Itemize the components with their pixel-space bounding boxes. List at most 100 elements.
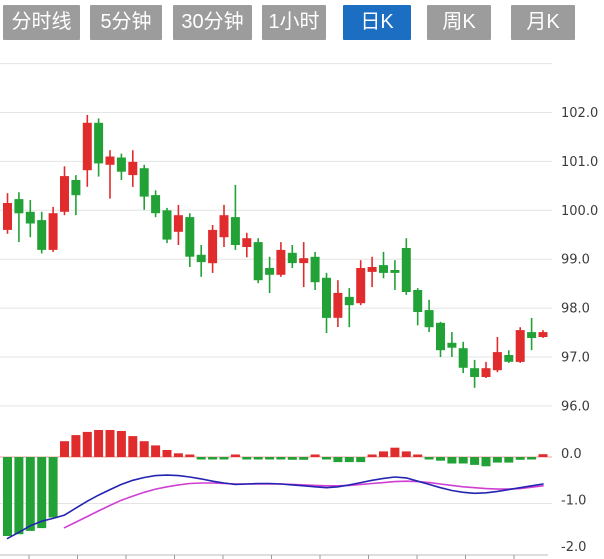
macd-bar bbox=[504, 457, 514, 463]
macd-bar bbox=[287, 457, 297, 460]
candle-body bbox=[14, 199, 24, 214]
candle bbox=[116, 153, 126, 180]
macd-bar bbox=[230, 454, 240, 457]
candle bbox=[276, 242, 286, 277]
candle-body bbox=[527, 332, 537, 338]
candle-body bbox=[37, 220, 47, 250]
macd-bar bbox=[436, 457, 445, 461]
candle-wick bbox=[109, 150, 111, 199]
candle bbox=[151, 190, 161, 218]
candle-body bbox=[470, 368, 480, 377]
candle bbox=[390, 260, 400, 290]
macd-bar bbox=[173, 453, 183, 457]
candle bbox=[94, 118, 104, 177]
candle bbox=[173, 204, 183, 245]
price-axis-label: 100.0 bbox=[561, 204, 598, 219]
candle-body bbox=[48, 213, 58, 250]
candle bbox=[470, 359, 480, 388]
tab-daily-k[interactable]: 日K bbox=[343, 5, 411, 40]
price-axis-label: 96.0 bbox=[561, 399, 590, 414]
candle-body bbox=[60, 176, 69, 212]
candle-body bbox=[492, 352, 502, 371]
candle-body bbox=[481, 368, 491, 377]
candle-wick bbox=[394, 260, 396, 290]
candle bbox=[356, 260, 366, 306]
candle bbox=[196, 245, 206, 277]
candle-body bbox=[299, 258, 309, 264]
price-axis-label: 98.0 bbox=[561, 302, 590, 317]
macd-bar bbox=[344, 457, 354, 463]
candle-body bbox=[105, 156, 115, 165]
candle-body bbox=[208, 229, 218, 264]
candle-body bbox=[173, 215, 183, 232]
candle bbox=[458, 341, 468, 374]
candle-body bbox=[310, 256, 320, 283]
candle-body bbox=[94, 122, 104, 164]
tab-monthly-k[interactable]: 月K bbox=[511, 5, 575, 40]
macd-bar bbox=[538, 454, 548, 457]
macd-bar bbox=[299, 457, 309, 460]
price-axis-label: 102.0 bbox=[561, 106, 598, 121]
macd-bar bbox=[367, 454, 377, 457]
macd-bar bbox=[356, 457, 366, 463]
candle bbox=[299, 242, 309, 288]
tab-5min[interactable]: 5分钟 bbox=[90, 5, 162, 40]
macd-bar bbox=[196, 457, 206, 460]
candle-body bbox=[287, 252, 297, 264]
tab-timeshare[interactable]: 分时线 bbox=[3, 5, 80, 40]
tab-1hour[interactable]: 1小时 bbox=[262, 5, 326, 40]
candle-body bbox=[196, 254, 206, 263]
macd-bar bbox=[481, 457, 491, 467]
macd-bar bbox=[424, 457, 434, 460]
macd-bar bbox=[71, 435, 81, 457]
candle bbox=[25, 200, 35, 238]
macd-bar bbox=[151, 445, 161, 457]
macd-bar bbox=[401, 451, 411, 457]
candle-body bbox=[515, 330, 525, 362]
candle-body bbox=[367, 267, 377, 272]
candle-body bbox=[82, 122, 92, 171]
candle-body bbox=[265, 268, 275, 275]
candle-body bbox=[276, 249, 286, 275]
dea-line bbox=[63, 480, 544, 529]
tab-weekly-k[interactable]: 周K bbox=[427, 5, 491, 40]
macd-bar bbox=[219, 457, 229, 460]
candle bbox=[527, 317, 537, 351]
candle-body bbox=[333, 292, 343, 318]
macd-bar bbox=[25, 457, 35, 531]
candle bbox=[447, 332, 457, 357]
macd-bar bbox=[413, 454, 423, 457]
candle-body bbox=[424, 310, 434, 328]
macd-bar bbox=[128, 436, 138, 457]
macd-bar bbox=[447, 457, 457, 464]
macd-bar bbox=[492, 457, 502, 463]
candle bbox=[253, 238, 263, 284]
candle bbox=[504, 350, 514, 363]
candle-body bbox=[219, 215, 229, 238]
tab-30min[interactable]: 30分钟 bbox=[173, 5, 252, 40]
interval-tabbar: 分时线 5分钟 30分钟 1小时 日K 周K 月K bbox=[0, 5, 604, 40]
candle-body bbox=[322, 277, 331, 318]
candle bbox=[287, 245, 297, 268]
candle-wick bbox=[348, 288, 351, 328]
candle-body bbox=[230, 217, 240, 245]
macd-bar bbox=[253, 457, 263, 460]
candle-body bbox=[139, 168, 149, 197]
candle-wick bbox=[302, 242, 305, 288]
candle bbox=[219, 204, 229, 247]
macd-bar bbox=[139, 441, 149, 457]
macd-bar bbox=[527, 457, 537, 460]
candle bbox=[436, 321, 445, 357]
candle bbox=[139, 164, 149, 210]
candle bbox=[185, 213, 195, 267]
candle bbox=[230, 184, 240, 250]
macd-bar bbox=[82, 431, 92, 457]
candle bbox=[14, 192, 24, 243]
candle bbox=[48, 206, 58, 252]
macd-bar bbox=[390, 447, 400, 457]
macd-axis-label: 0.0 bbox=[561, 447, 582, 462]
macd-bar bbox=[265, 457, 275, 460]
candle-body bbox=[253, 242, 263, 281]
